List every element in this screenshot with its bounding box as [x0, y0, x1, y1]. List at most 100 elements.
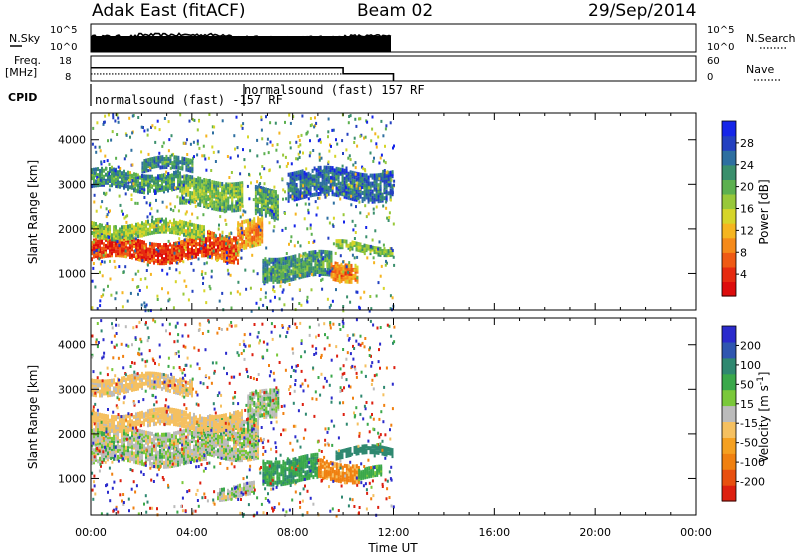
colorbar-tick-label: 16 [740, 203, 754, 216]
scatter-cell [377, 186, 380, 190]
scatter-cell [141, 234, 143, 238]
range-cell [185, 456, 187, 461]
range-cell [351, 244, 354, 249]
scatter-cell [298, 302, 301, 305]
scatter-cell [249, 149, 252, 153]
range-cell [143, 182, 145, 187]
range-cell [241, 228, 244, 233]
range-cell [131, 445, 133, 450]
scatter-cell [155, 198, 157, 202]
range-cell [293, 189, 296, 194]
range-cell [161, 432, 163, 437]
scatter-cell [191, 255, 194, 259]
range-cell [167, 180, 169, 185]
scatter-cell [160, 307, 163, 311]
range-cell [219, 253, 221, 258]
range-cell [93, 167, 95, 172]
scatter-cell [196, 128, 199, 132]
scatter-cell [332, 216, 335, 220]
range-cell [351, 188, 354, 193]
scatter-cell [317, 196, 320, 200]
range-cell [231, 447, 233, 452]
range-cell [310, 250, 313, 255]
scatter-cell [265, 115, 267, 119]
range-cell [197, 194, 200, 199]
scatter-cell [347, 121, 350, 125]
range-cell [287, 194, 290, 199]
scatter-cell [200, 241, 203, 245]
range-cell [231, 242, 233, 247]
scatter-cell [130, 234, 133, 238]
range-cell [109, 167, 111, 171]
range-cell [233, 244, 235, 249]
scatter-cell [130, 193, 133, 197]
scatter-cell [302, 151, 304, 155]
scatter-cell [123, 216, 126, 220]
range-cell [187, 450, 189, 455]
scatter-cell [342, 305, 345, 308]
scatter-cell [333, 181, 336, 185]
scatter-cell [225, 222, 228, 226]
scatter-cell [167, 299, 170, 303]
range-cell [169, 154, 172, 159]
range-cell [161, 253, 163, 258]
range-cell [280, 265, 283, 270]
range-cell [183, 196, 186, 201]
range-cell [195, 223, 197, 228]
scatter-cell [213, 125, 216, 129]
range-cell [270, 265, 273, 270]
range-cell [235, 435, 237, 440]
range-cell [211, 198, 214, 203]
range-cell [145, 220, 147, 225]
range-cell [249, 230, 252, 235]
scatter-cell [260, 118, 263, 122]
range-cell [171, 433, 173, 438]
scatter-cell [342, 192, 345, 196]
range-cell [233, 204, 236, 209]
range-cell [201, 243, 203, 248]
range-cell [311, 193, 314, 197]
range-cell [318, 269, 321, 274]
range-cell [127, 170, 129, 175]
range-cell [149, 445, 151, 450]
scatter-cell [332, 224, 335, 228]
range-cell [185, 180, 188, 185]
range-cell [233, 182, 236, 187]
range-cell [385, 193, 388, 198]
range-cell [189, 439, 191, 444]
range-cell [91, 231, 93, 235]
scatter-cell [239, 215, 242, 219]
scatter-cell [281, 228, 284, 232]
scatter-cell [271, 143, 274, 147]
colorbar-tick-label: 4 [740, 268, 747, 281]
range-cell [293, 171, 296, 176]
range-cell [97, 243, 99, 248]
range-cell [341, 186, 344, 191]
scatter-cell [330, 176, 332, 180]
scatter-cell [128, 176, 131, 180]
range-cell [213, 204, 216, 209]
scatter-cell [182, 260, 185, 264]
scatter-cell [370, 139, 373, 143]
range-cell [302, 268, 305, 273]
scatter-cell [342, 270, 345, 274]
scatter-cell [108, 162, 111, 166]
range-cell [337, 187, 340, 192]
range-cell [316, 251, 319, 256]
scatter-cell [197, 257, 200, 261]
range-cell [141, 221, 143, 226]
range-cell [303, 192, 306, 197]
scatter-cell [178, 183, 181, 187]
range-cell [284, 262, 287, 267]
range-cell [131, 225, 133, 230]
range-cell [251, 223, 254, 228]
scatter-cell [275, 148, 278, 152]
range-cell [205, 253, 207, 258]
range-cell [352, 273, 355, 278]
scatter-cell [363, 252, 366, 256]
scatter-cell [129, 135, 131, 139]
scatter-cell [377, 135, 380, 139]
scatter-cell [140, 303, 143, 307]
range-cell [199, 451, 201, 456]
scatter-cell [261, 165, 264, 168]
